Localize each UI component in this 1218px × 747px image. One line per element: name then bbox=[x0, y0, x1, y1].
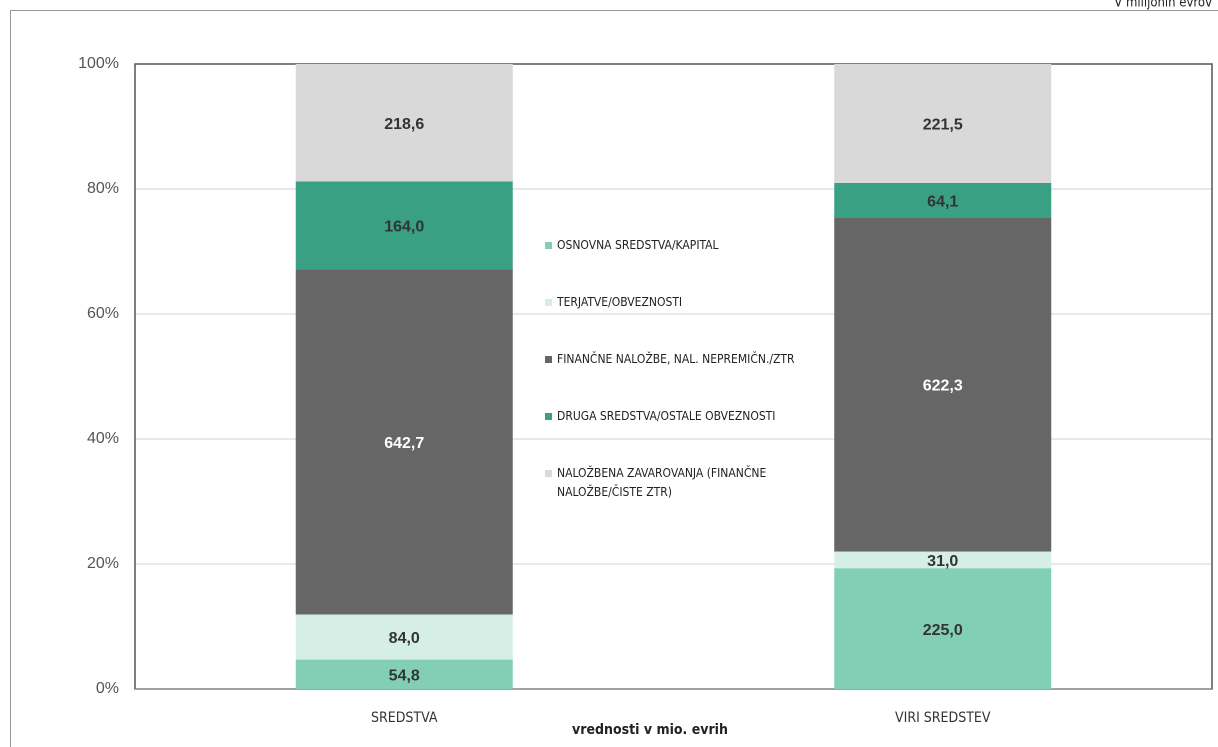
data-label: 164,0 bbox=[384, 219, 424, 236]
legend-swatch bbox=[545, 242, 552, 249]
y-tick-label: 60% bbox=[87, 305, 119, 322]
legend-item: TERJATVE/OBVEZNOSTI bbox=[545, 293, 815, 350]
x-tick-label: SREDSTVA bbox=[371, 710, 438, 726]
data-label: 622,3 bbox=[923, 378, 963, 395]
legend-item: DRUGA SREDSTVA/OSTALE OBVEZNOSTI bbox=[545, 407, 815, 464]
legend: OSNOVNA SREDSTVA/KAPITAL TERJATVE/OBVEZNO… bbox=[545, 236, 815, 521]
legend-label: FINANČNE NALOŽBE, NAL. NEPREMIČN./ZTR bbox=[557, 352, 795, 366]
legend-item: NALOŽBENA ZAVAROVANJA (FINANČNE NALOŽBE/… bbox=[545, 464, 815, 521]
y-tick-label: 40% bbox=[87, 430, 119, 447]
bar-segment bbox=[834, 568, 1052, 689]
bar-segment bbox=[295, 64, 513, 182]
y-tick-label: 80% bbox=[87, 180, 119, 197]
x-axis-title: vrednosti v mio. evrih bbox=[572, 722, 728, 738]
legend-swatch bbox=[545, 356, 552, 363]
bar-segment bbox=[295, 614, 513, 660]
legend-label: NALOŽBENA ZAVAROVANJA (FINANČNE NALOŽBE/… bbox=[557, 466, 767, 499]
legend-label: TERJATVE/OBVEZNOSTI bbox=[557, 295, 683, 309]
data-label: 54,8 bbox=[389, 668, 420, 685]
data-label: 642,7 bbox=[384, 435, 424, 452]
chart-frame bbox=[10, 10, 1218, 747]
legend-label: DRUGA SREDSTVA/OSTALE OBVEZNOSTI bbox=[557, 409, 776, 423]
bar-segment bbox=[295, 181, 513, 270]
legend-swatch bbox=[545, 470, 552, 477]
legend-swatch bbox=[545, 299, 552, 306]
data-label: 218,6 bbox=[384, 116, 424, 133]
data-label: 225,0 bbox=[923, 622, 963, 639]
bar-segment bbox=[295, 269, 513, 615]
y-tick-label: 0% bbox=[96, 680, 119, 697]
unit-note: V milijonih evrov bbox=[1114, 0, 1212, 11]
bar-segment bbox=[834, 551, 1052, 569]
data-label: 31,0 bbox=[927, 553, 958, 570]
legend-item: FINANČNE NALOŽBE, NAL. NEPREMIČN./ZTR bbox=[545, 350, 815, 407]
data-label: 84,0 bbox=[389, 630, 420, 647]
y-tick-label: 20% bbox=[87, 555, 119, 572]
bar-segment bbox=[834, 64, 1052, 183]
bar-segment bbox=[834, 217, 1052, 552]
y-tick-label: 100% bbox=[78, 55, 119, 72]
bar-segment bbox=[834, 182, 1052, 218]
legend-label: OSNOVNA SREDSTVA/KAPITAL bbox=[557, 238, 719, 252]
bar-segment bbox=[295, 659, 513, 689]
legend-item: OSNOVNA SREDSTVA/KAPITAL bbox=[545, 236, 815, 293]
data-label: 64,1 bbox=[927, 193, 958, 210]
x-tick-label: VIRI SREDSTEV bbox=[895, 710, 991, 726]
legend-swatch bbox=[545, 413, 552, 420]
data-label: 221,5 bbox=[923, 117, 963, 134]
